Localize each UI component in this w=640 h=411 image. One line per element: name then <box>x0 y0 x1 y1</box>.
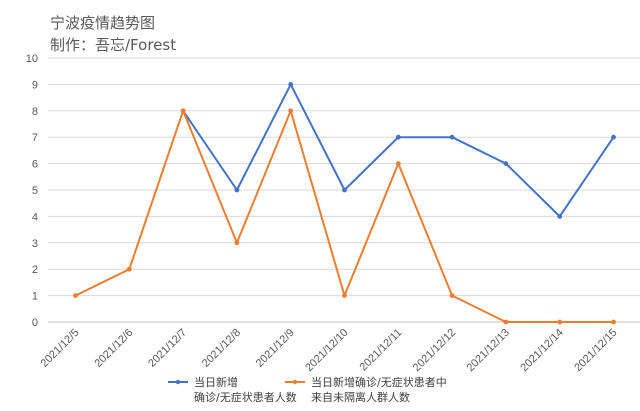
legend-label: 确诊/无症状患者人数 <box>194 390 297 404</box>
series-1 <box>180 82 616 219</box>
y-tick-label: 9 <box>32 79 38 91</box>
x-tick-label: 2021/12/14 <box>518 327 565 374</box>
x-tick-label: 2021/12/11 <box>358 327 405 374</box>
data-point[interactable] <box>342 187 347 193</box>
data-point[interactable] <box>611 319 616 325</box>
x-tick-label: 2021/12/5 <box>39 327 82 370</box>
data-point[interactable] <box>449 134 455 140</box>
x-tick-label: 2021/12/13 <box>465 327 512 374</box>
y-tick-label: 7 <box>32 132 38 144</box>
data-point[interactable] <box>73 293 78 298</box>
legend-label: 来自未隔离人群人数 <box>311 390 410 404</box>
data-point[interactable] <box>395 161 401 167</box>
y-tick-label: 1 <box>32 291 38 303</box>
series-line <box>182 83 615 218</box>
data-point[interactable] <box>557 214 563 219</box>
x-tick-label: 2021/12/7 <box>146 327 189 370</box>
data-point[interactable] <box>288 82 294 87</box>
y-tick-label: 10 <box>26 53 38 65</box>
legend-label: 当日新增确诊/无症状患者中 <box>311 375 447 389</box>
legend-item-series-1[interactable]: 当日新增 确诊/无症状患者人数 <box>168 375 297 404</box>
data-point[interactable] <box>503 319 509 325</box>
y-tick-label: 2 <box>32 264 38 276</box>
y-tick-label: 5 <box>32 185 38 197</box>
y-tick-label: 0 <box>32 317 38 329</box>
data-point[interactable] <box>342 293 347 298</box>
y-tick-label: 8 <box>32 106 38 118</box>
data-point[interactable] <box>449 293 455 298</box>
legend-swatch-marker <box>292 379 298 385</box>
x-tick-label: 2021/12/9 <box>254 327 297 370</box>
y-tick-label: 6 <box>32 159 38 171</box>
data-point[interactable] <box>557 319 563 325</box>
series-lines <box>73 82 616 325</box>
legend-item-series-2[interactable]: 当日新增确诊/无症状患者中 来自未隔离人群人数 <box>285 375 447 404</box>
data-point[interactable] <box>288 108 294 114</box>
series-2 <box>73 108 616 325</box>
y-axis-ticks: 0 1 2 3 4 5 6 7 8 9 10 <box>26 53 38 329</box>
legend-label: 当日新增 <box>194 375 238 389</box>
legend: 当日新增 确诊/无症状患者人数 当日新增确诊/无症状患者中 来自未隔离人群人数 <box>168 375 447 404</box>
data-point[interactable] <box>234 240 240 246</box>
data-point[interactable] <box>503 161 509 167</box>
data-point[interactable] <box>395 134 401 140</box>
data-point[interactable] <box>234 187 240 193</box>
y-tick-label: 3 <box>32 238 38 250</box>
y-tick-label: 4 <box>32 211 38 223</box>
x-tick-label: 2021/12/15 <box>572 327 619 374</box>
legend-swatch-marker <box>175 379 181 385</box>
x-tick-label: 2021/12/10 <box>303 327 350 374</box>
x-tick-label: 2021/12/6 <box>92 327 135 370</box>
data-point[interactable] <box>126 266 132 272</box>
x-tick-label: 2021/12/8 <box>200 327 243 370</box>
x-axis-ticks: 2021/12/5 2021/12/6 2021/12/7 2021/12/8 2021… <box>39 327 620 374</box>
data-point[interactable] <box>611 134 616 140</box>
x-tick-label: 2021/12/12 <box>411 327 458 374</box>
chart-subtitle: 制作：吾忘/Forest <box>50 36 176 54</box>
data-point[interactable] <box>180 108 186 114</box>
chart-title: 宁波疫情趋势图 <box>50 14 155 32</box>
